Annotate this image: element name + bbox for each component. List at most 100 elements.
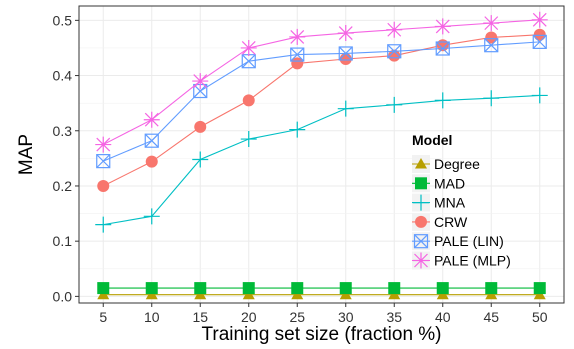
data-point-pale-mlp bbox=[386, 21, 403, 38]
data-point-mna bbox=[531, 87, 548, 104]
series-line-mna bbox=[103, 94, 540, 226]
legend-item-crw: CRW bbox=[412, 212, 468, 231]
cross-shape bbox=[290, 47, 305, 62]
x-tick-label: 25 bbox=[289, 309, 305, 325]
x-tick-label: 10 bbox=[144, 309, 160, 325]
plus-shape bbox=[337, 100, 354, 117]
box-shape bbox=[413, 234, 429, 249]
square-shape bbox=[388, 282, 401, 295]
series-mna bbox=[95, 87, 548, 233]
gridlines bbox=[79, 6, 564, 303]
data-point-mad bbox=[339, 282, 352, 295]
data-point-pale-mlp bbox=[289, 28, 306, 45]
x-tick-label: 15 bbox=[192, 309, 208, 325]
legend-label: MNA bbox=[434, 195, 466, 211]
box-shape bbox=[96, 154, 111, 169]
square-shape bbox=[339, 282, 352, 295]
cross-shape bbox=[532, 34, 547, 49]
data-point-pale-lin bbox=[484, 38, 499, 53]
legend-label: PALE (LIN) bbox=[434, 233, 504, 249]
square-shape bbox=[485, 282, 498, 295]
square-shape bbox=[436, 282, 449, 295]
data-point-mad bbox=[388, 282, 401, 295]
box-shape bbox=[387, 44, 402, 59]
legend-key-marker bbox=[413, 252, 429, 269]
legend-label: Degree bbox=[434, 156, 480, 172]
data-point-mna bbox=[240, 131, 257, 148]
circle-shape bbox=[485, 31, 498, 44]
legend-title: Model bbox=[412, 132, 452, 148]
x-tick-label: 45 bbox=[483, 309, 499, 325]
legend-label: MAD bbox=[434, 175, 465, 191]
series-pale-lin bbox=[96, 34, 547, 169]
data-point-crw bbox=[194, 120, 207, 133]
legend-item-mad: MAD bbox=[412, 174, 465, 193]
legend: Model Degree MAD MNA CRW PALE (LIN) PALE (MLP… bbox=[412, 132, 511, 270]
square-shape bbox=[242, 282, 255, 295]
asterisk-shape bbox=[434, 18, 451, 35]
legend-key-marker bbox=[415, 177, 427, 190]
data-point-mna bbox=[143, 208, 160, 225]
data-point-pale-mlp bbox=[531, 11, 548, 28]
cross-shape bbox=[435, 41, 450, 56]
data-point-mad bbox=[242, 282, 255, 295]
series-pale-mlp bbox=[95, 11, 548, 153]
circle-shape bbox=[388, 49, 401, 62]
square-shape bbox=[415, 177, 427, 190]
x-tick-label: 50 bbox=[532, 309, 548, 325]
cross-shape bbox=[414, 234, 428, 249]
y-tick-label: 0.0 bbox=[53, 288, 73, 304]
series-line-pale-mlp bbox=[102, 19, 540, 146]
data-point-pale-lin bbox=[290, 47, 305, 62]
circle-shape bbox=[415, 215, 427, 228]
plus-shape bbox=[483, 90, 500, 107]
data-point-mad bbox=[291, 282, 304, 295]
plus-shape bbox=[413, 194, 429, 211]
data-point-pale-mlp bbox=[483, 15, 500, 32]
series-line-pale-lin bbox=[103, 41, 540, 162]
asterisk-shape bbox=[192, 73, 209, 90]
circle-shape bbox=[533, 28, 546, 41]
legend-item-pale-mlp: PALE (MLP) bbox=[412, 251, 511, 270]
box-shape bbox=[532, 34, 547, 49]
asterisk-shape bbox=[483, 15, 500, 32]
data-point-pale-lin bbox=[338, 46, 353, 61]
data-point-pale-mlp bbox=[95, 136, 112, 153]
x-tick-label: 40 bbox=[435, 309, 451, 325]
box-shape bbox=[290, 47, 305, 62]
plus-shape bbox=[386, 96, 403, 113]
y-tick-label: 0.5 bbox=[53, 12, 73, 28]
data-point-mna bbox=[483, 90, 500, 107]
legend-item-pale-lin: PALE (LIN) bbox=[412, 232, 504, 251]
y-axis-ticks: 0.0 0.1 0.2 0.3 0.4 0.5 bbox=[53, 12, 79, 304]
plus-shape bbox=[289, 121, 306, 138]
x-axis-title: Training set size (fraction %) bbox=[201, 324, 441, 345]
plot-panel bbox=[78, 5, 565, 304]
cross-shape bbox=[387, 44, 402, 59]
asterisk-shape bbox=[289, 28, 306, 45]
plus-shape bbox=[531, 87, 548, 104]
data-point-crw bbox=[291, 57, 304, 70]
legend-key-marker bbox=[415, 158, 427, 169]
series-line-crw bbox=[103, 34, 540, 187]
asterisk-shape bbox=[95, 136, 112, 153]
x-tick-label: 35 bbox=[386, 309, 402, 325]
data-point-crw bbox=[145, 155, 158, 168]
asterisk-shape bbox=[240, 39, 257, 56]
data-point-pale-mlp bbox=[240, 39, 257, 56]
circle-shape bbox=[194, 120, 207, 133]
data-point-pale-lin bbox=[532, 34, 547, 49]
cross-shape bbox=[241, 54, 256, 69]
square-shape bbox=[194, 282, 207, 295]
legend-item-degree: Degree bbox=[412, 155, 480, 173]
legend-key-marker bbox=[415, 215, 427, 228]
data-point-crw bbox=[242, 94, 255, 107]
square-shape bbox=[533, 282, 546, 295]
plus-shape bbox=[434, 92, 451, 109]
x-axis-ticks: 5 10 15 20 25 30 35 40 45 50 bbox=[99, 303, 548, 325]
circle-shape bbox=[97, 179, 110, 192]
asterisk-shape bbox=[531, 11, 548, 28]
plus-shape bbox=[192, 151, 209, 168]
data-point-mna bbox=[434, 92, 451, 109]
